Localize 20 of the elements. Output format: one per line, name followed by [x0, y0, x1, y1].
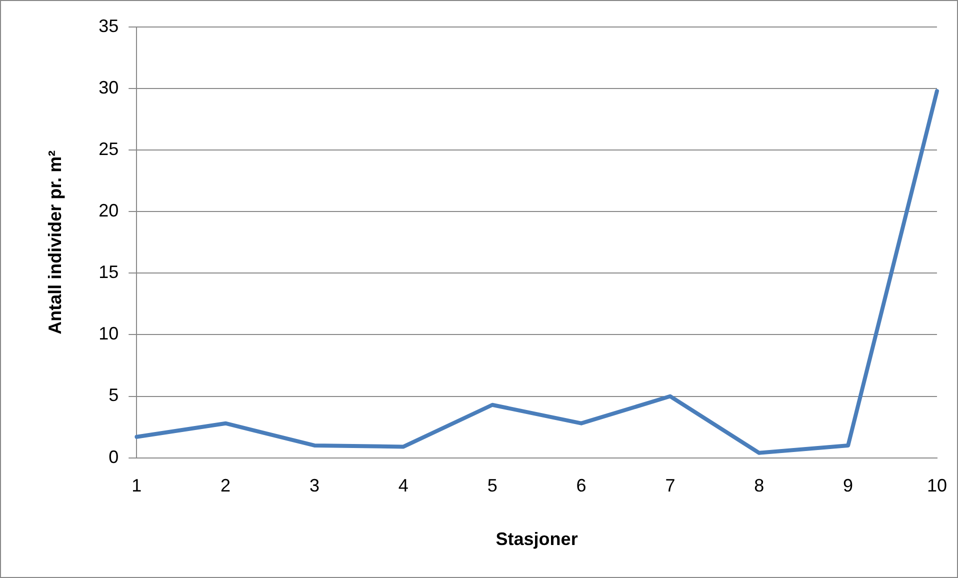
x-tick-label: 2: [220, 476, 231, 496]
y-tick-label: 25: [98, 139, 119, 160]
x-tick-label: 7: [665, 476, 676, 496]
y-tick-label: 0: [108, 446, 119, 467]
x-tick-label: 1: [132, 476, 142, 496]
y-tick-label: 30: [98, 78, 119, 98]
x-tick-label: 4: [398, 476, 408, 496]
x-tick-label: 3: [309, 476, 320, 496]
x-tick-label: 10: [926, 476, 948, 496]
y-tick-label: 10: [98, 324, 119, 344]
y-tick-label: 5: [108, 385, 119, 406]
x-tick-label: 6: [576, 476, 586, 496]
x-tick-label: 8: [754, 476, 764, 496]
x-tick-label: 5: [487, 476, 498, 496]
y-tick-label: 20: [98, 200, 119, 221]
y-tick-label: 35: [98, 16, 119, 36]
x-axis-title: Stasjoner: [496, 529, 578, 550]
y-tick-label: 15: [98, 262, 119, 282]
y-axis-title: Antall individer pr. m²: [44, 150, 65, 334]
x-tick-label: 9: [843, 476, 854, 496]
